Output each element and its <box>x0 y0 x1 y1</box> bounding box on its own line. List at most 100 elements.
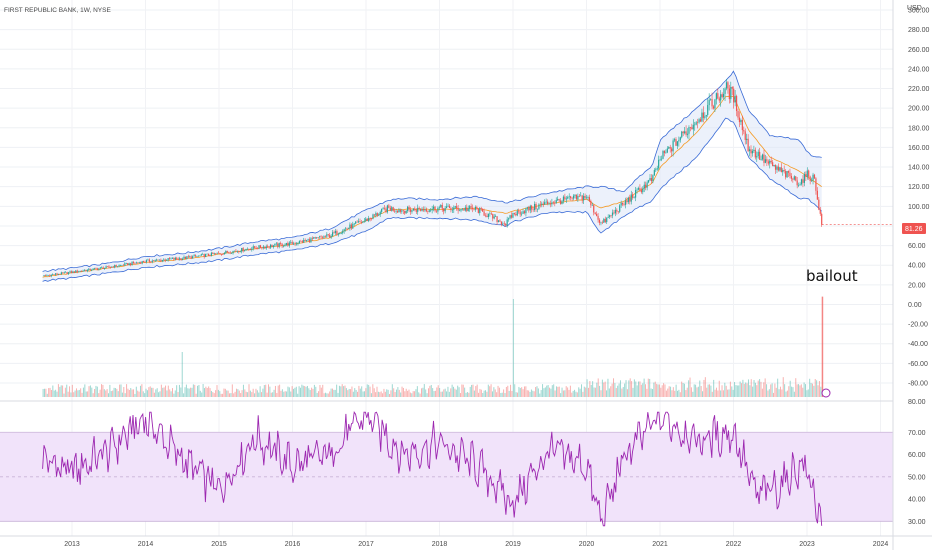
candle-body <box>144 262 146 263</box>
candle-body <box>721 94 723 98</box>
candle-body <box>122 265 124 266</box>
candle-body <box>151 260 153 263</box>
volume-bar <box>395 389 397 397</box>
volume-bar <box>777 378 779 397</box>
volume-bar <box>62 385 64 397</box>
volume-bar <box>326 393 328 397</box>
candle-body <box>646 182 648 188</box>
volume-bar <box>510 384 512 397</box>
candle-body <box>350 224 352 229</box>
candle-body <box>242 248 244 252</box>
last-price-tag[interactable]: 81.26 <box>902 223 926 234</box>
candle-body <box>751 150 754 154</box>
candle-body <box>155 259 158 261</box>
volume-bar <box>361 386 363 397</box>
volume-bar <box>670 386 672 397</box>
candle-body <box>52 274 54 275</box>
volume-bar <box>611 383 613 397</box>
volume-bar <box>525 386 527 397</box>
candle-body <box>222 254 224 255</box>
annotation-bailout: bailout <box>806 267 858 285</box>
candle-body <box>785 171 787 178</box>
volume-bar <box>818 381 820 397</box>
volume-bar <box>601 379 603 397</box>
volume-bar <box>604 381 606 397</box>
price-axis-tick: 260.00 <box>908 47 930 54</box>
candle-body <box>708 99 710 106</box>
candle-body <box>287 242 289 246</box>
candle-body <box>490 213 492 215</box>
volume-bar <box>631 381 633 397</box>
candle-body <box>614 209 616 214</box>
volume-bar <box>651 389 653 397</box>
volume-bar <box>84 384 86 397</box>
volume-bar <box>486 391 488 397</box>
candle-body <box>549 203 552 205</box>
volume-bar <box>351 386 353 397</box>
candle-body <box>805 174 807 178</box>
candle-body <box>591 205 593 206</box>
volume-bar <box>685 390 687 397</box>
volume-bar <box>357 391 359 397</box>
volume-bar <box>674 390 676 397</box>
volume-bar <box>560 393 562 397</box>
volume-bar <box>572 390 574 397</box>
volume-bar <box>624 383 626 397</box>
candle-body <box>492 214 494 219</box>
volume-bar <box>665 390 667 397</box>
volume-bar <box>811 383 813 397</box>
candle-body <box>324 236 326 237</box>
candle-body <box>249 249 251 250</box>
candle-body <box>564 196 566 200</box>
volume-bar <box>749 385 751 397</box>
candle-body <box>619 205 621 212</box>
candle-body <box>642 188 644 193</box>
volume-bar <box>347 390 349 397</box>
volume-bar <box>337 392 339 397</box>
candle-body <box>396 210 399 213</box>
candle-body <box>662 150 664 159</box>
volume-bar <box>461 384 463 397</box>
volume-bar <box>557 386 559 397</box>
candle-body <box>408 206 410 210</box>
event-marker-icon[interactable] <box>821 388 831 398</box>
volume-bar <box>50 389 52 397</box>
candle-body <box>173 258 175 260</box>
volume-bar <box>475 386 477 397</box>
time-axis-tick: 2021 <box>652 541 668 548</box>
volume-bar <box>96 386 98 397</box>
candle-body <box>521 213 523 215</box>
candle-body <box>369 218 371 219</box>
candle-body <box>127 263 129 266</box>
candle-body <box>99 267 101 269</box>
candle-body <box>777 166 780 171</box>
volume-bar <box>440 391 442 397</box>
volume-bar <box>387 389 389 397</box>
volume-bar <box>245 391 247 397</box>
volume-bar <box>515 392 517 397</box>
volume-bar <box>91 387 93 397</box>
volume-bar <box>199 390 201 397</box>
volume-bar <box>166 390 168 397</box>
candle-body <box>117 266 119 267</box>
price-axis-tick: 100.00 <box>908 204 930 211</box>
candle-body <box>138 262 140 263</box>
volume-bar <box>686 387 688 397</box>
candle-body <box>205 254 207 258</box>
volume-bar <box>807 389 809 397</box>
event-marker[interactable] <box>821 388 831 398</box>
volume-bar <box>409 392 411 397</box>
volume-bar <box>106 389 108 397</box>
volume-bar <box>49 387 51 397</box>
volume-bar <box>600 390 602 397</box>
volume-bar <box>427 388 429 397</box>
volume-bar <box>75 388 77 397</box>
volume-bar <box>144 393 146 397</box>
candle-body <box>450 207 452 210</box>
candle-body <box>316 237 318 238</box>
volume-bar <box>138 391 140 397</box>
candle-body <box>280 243 282 244</box>
candle-body <box>783 170 785 172</box>
candle-body <box>476 207 478 209</box>
